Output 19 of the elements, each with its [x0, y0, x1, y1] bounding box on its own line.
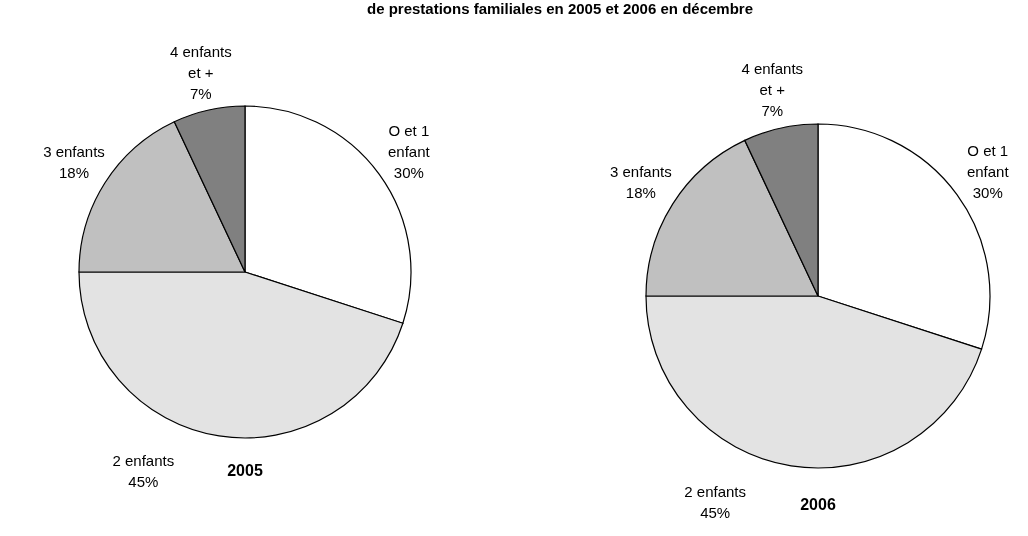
data-label: 30% [972, 183, 1003, 201]
text: 2006 [800, 496, 836, 513]
text: de prestations familiales en 2005 et 2006 en décembre [366, 0, 754, 17]
slice-label: 3 enfants [43, 142, 105, 160]
slice-label: 3 enfants [609, 163, 672, 181]
slice-label: O et 1 enfant [387, 121, 431, 160]
data-label: 7% [189, 85, 212, 103]
data-label: 18% [625, 184, 656, 202]
slice-label: 2 enfants [112, 451, 175, 469]
data-label: 18% [58, 163, 90, 181]
data-label: 7% [761, 102, 784, 120]
slice-label: 2 enfants [684, 482, 747, 500]
data-label: 45% [128, 472, 159, 490]
slice-label: O et 1 enfant [966, 141, 1010, 180]
slice-label: 4 enfants et + [169, 43, 232, 82]
data-label: 30% [393, 163, 424, 181]
text: 2005 [227, 462, 263, 479]
data-label: 45% [700, 503, 731, 521]
slice-label: 4 enfants et + [741, 60, 804, 99]
